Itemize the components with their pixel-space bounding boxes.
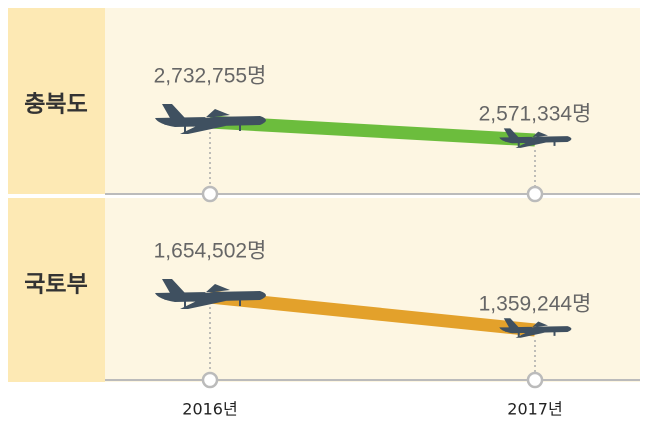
airplane [499,128,572,148]
value-label: 2,571,334명 [479,103,592,126]
slope-band [209,290,536,337]
row-label-background [8,8,105,196]
airplane [155,279,266,309]
value-label: 1,654,502명 [154,240,267,263]
x-tick-label: 2016년 [182,400,237,419]
row-label: 충북도 [24,92,87,118]
row-label: 국토부 [24,272,87,298]
value-label: 1,359,244명 [479,293,592,316]
year-marker [201,185,219,203]
row-label-background [8,198,105,382]
year-marker [526,371,544,389]
airplane [499,318,572,338]
x-tick-label: 2017년 [507,400,562,419]
airplane [155,104,266,134]
year-marker [526,185,544,203]
value-label: 2,732,755명 [154,65,267,88]
year-marker [201,371,219,389]
slope-band [209,115,536,147]
